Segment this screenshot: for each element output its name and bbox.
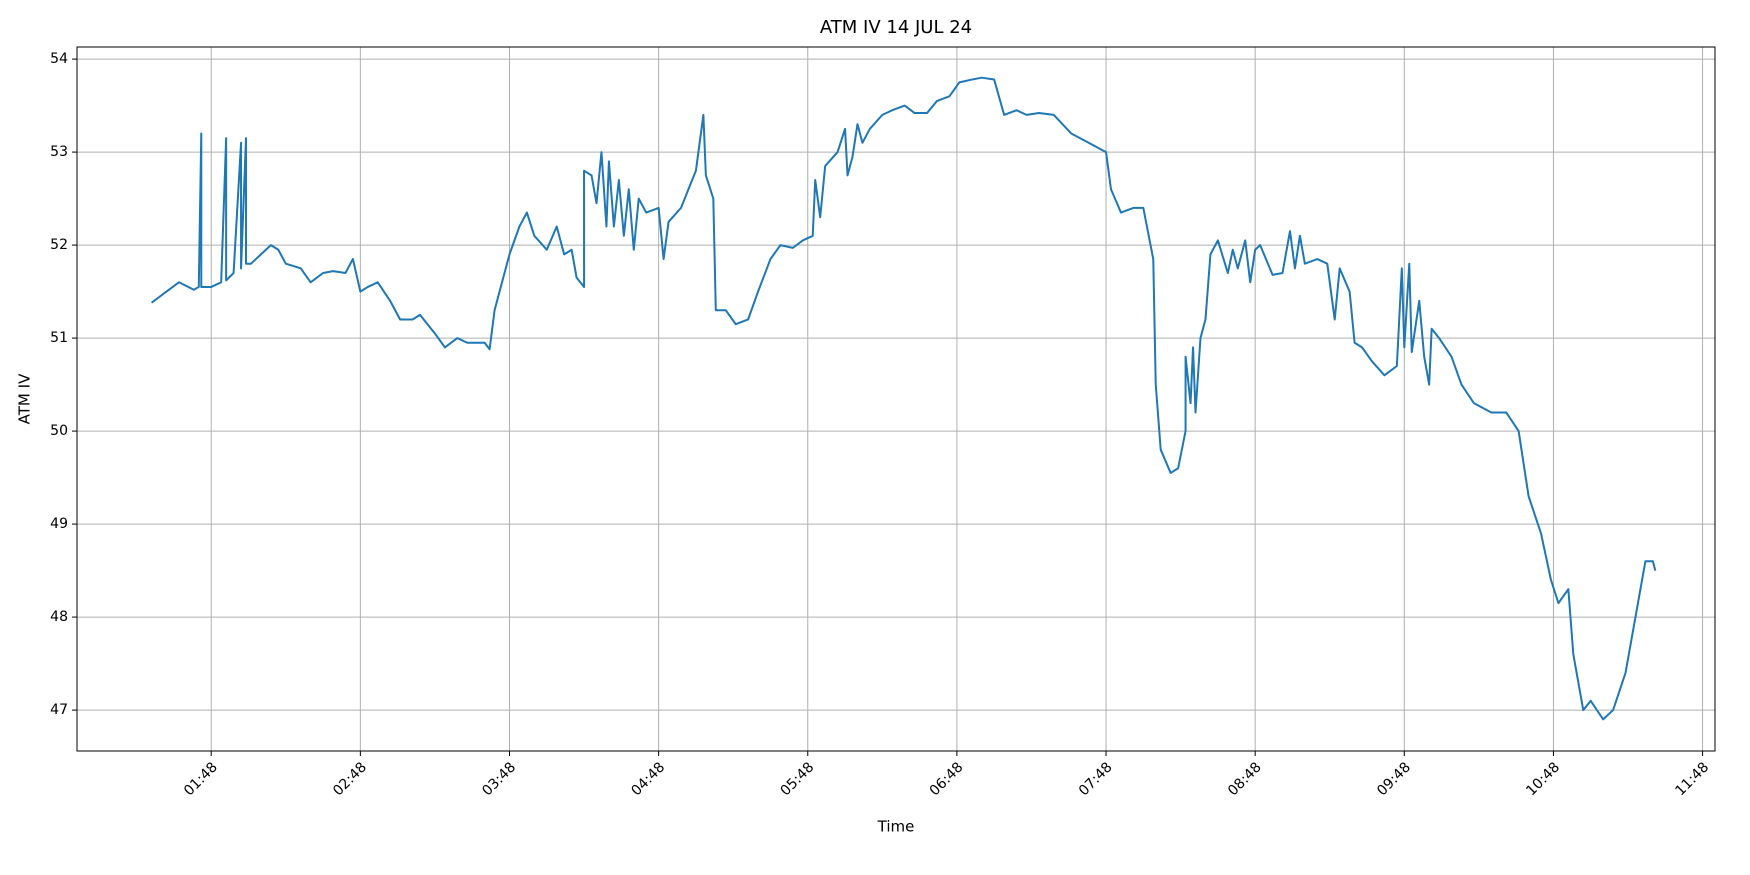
y-tick-label: 48	[50, 609, 68, 625]
x-axis-label: Time	[877, 818, 915, 836]
chart-title: ATM IV 14 JUL 24	[820, 17, 972, 38]
y-tick-label: 54	[50, 51, 68, 67]
y-tick-label: 53	[50, 144, 68, 160]
y-tick-label: 51	[50, 330, 68, 346]
y-tick-label: 52	[50, 237, 68, 253]
data-line	[150, 76, 1657, 721]
plot-frame	[76, 46, 1716, 752]
y-tick-label: 50	[50, 423, 68, 439]
y-tick-label: 47	[50, 702, 68, 718]
y-axis-label: ATM IV	[16, 373, 34, 424]
y-tick-label: 49	[50, 516, 68, 532]
